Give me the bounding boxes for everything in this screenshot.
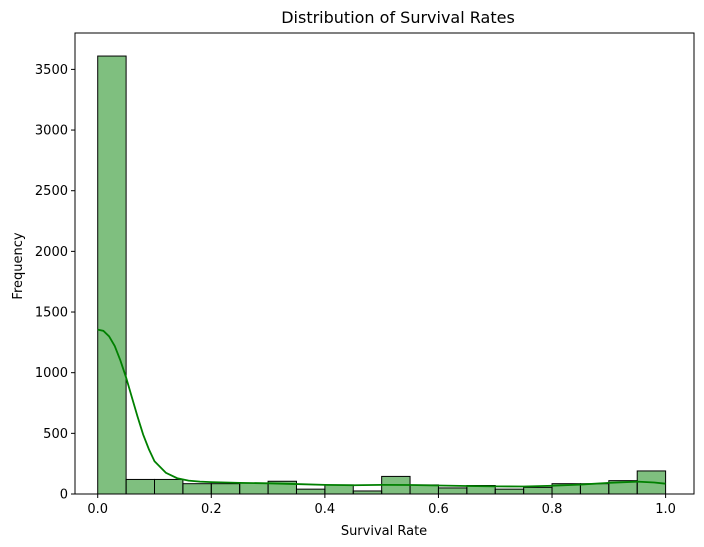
histogram-bar-0: [97, 55, 127, 495]
y-tick-label: 1500: [35, 306, 68, 321]
x-axis-title: Survival Rate: [341, 524, 427, 539]
y-tick-label: 1000: [35, 366, 68, 381]
histogram-bar-1: [125, 478, 156, 495]
histogram-bar-15: [523, 486, 553, 495]
x-axis: 0.0 0.2 0.4 0.6 0.8 1.0: [87, 494, 676, 517]
histogram-bar-17: [579, 483, 610, 495]
x-tick-label: 0.6: [428, 502, 449, 517]
chart-title: Distribution of Survival Rates: [281, 8, 515, 27]
y-tick-label: 2500: [35, 184, 68, 199]
y-tick-label: 500: [43, 427, 68, 442]
y-tick-label: 0: [60, 488, 68, 503]
plot-frame: [74, 32, 695, 495]
y-tick-label: 3000: [35, 124, 68, 139]
histogram-bar-5: [239, 482, 269, 495]
histogram-bar-8: [324, 484, 354, 495]
histogram-bar-7: [295, 488, 326, 495]
y-axis-title: Frequency: [11, 232, 26, 299]
histogram-bar-12: [437, 487, 468, 495]
x-tick-label: 0.4: [315, 502, 336, 517]
y-tick-label: 3500: [35, 63, 68, 78]
histogram-bar-14: [494, 488, 525, 495]
histogram-bar-4: [210, 483, 241, 495]
y-tick-label: 2000: [35, 245, 68, 260]
x-tick-label: 0.8: [542, 502, 563, 517]
histogram-bar-2: [154, 478, 184, 495]
y-axis: 0 500 1000 1500 2000 2500 3000 3500: [35, 63, 75, 503]
x-tick-label: 0.0: [87, 502, 108, 517]
histogram-bar-3: [182, 483, 212, 495]
kde-curve: [97, 328, 666, 488]
x-tick-label: 1.0: [655, 502, 676, 517]
x-tick-label: 0.2: [201, 502, 222, 517]
